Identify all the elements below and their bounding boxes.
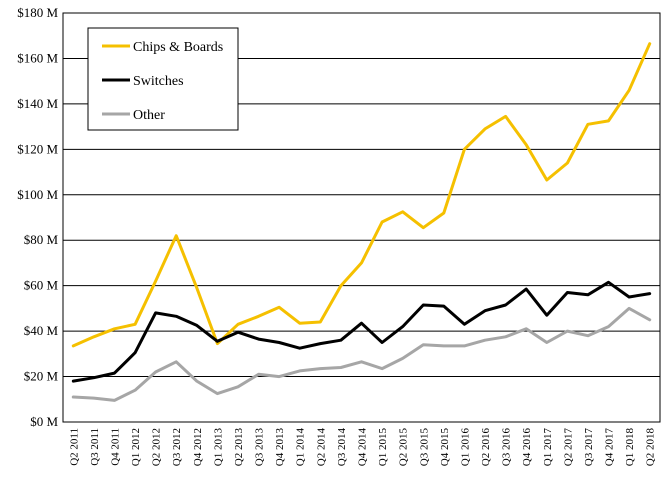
x-axis-tick-labels: Q2 2011 Q3 2011 Q4 2011 Q1 2012 Q2 2012 Q3 20…: [68, 428, 656, 467]
x-tick-label: Q2 2011: [68, 428, 80, 466]
x-tick-label: Q3 2012: [171, 428, 183, 466]
legend: Chips & Boards Switches Other: [87, 27, 239, 131]
series-line-2: [71, 306, 652, 402]
x-tick-label: Q2 2013: [233, 428, 245, 467]
y-tick-label: $40 M: [24, 323, 59, 338]
y-tick-label: $180 M: [17, 5, 58, 20]
x-tick-label: Q1 2016: [459, 428, 471, 467]
x-tick-label: Q1 2017: [542, 428, 554, 467]
legend-label: Chips & Boards: [133, 40, 223, 55]
x-tick-label: Q3 2015: [418, 428, 430, 467]
x-tick-label: Q3 2014: [336, 428, 348, 467]
x-tick-label: Q4 2013: [274, 428, 286, 467]
series-line-1: [71, 280, 652, 383]
y-tick-label: $20 M: [24, 369, 59, 384]
x-tick-label: Q4 2015: [439, 428, 451, 467]
y-tick-label: $80 M: [24, 232, 59, 247]
x-tick-label: Q2 2017: [562, 428, 574, 467]
plot-frame: [62, 12, 661, 423]
y-tick-label: $100 M: [17, 187, 58, 202]
series-lines: [71, 42, 652, 402]
x-tick-label: Q1 2015: [377, 428, 389, 467]
x-tick-label: Q2 2018: [645, 428, 657, 467]
x-tick-label: Q3 2013: [254, 428, 266, 467]
y-tick-label: $0 M: [30, 414, 58, 429]
x-tick-label: Q2 2015: [398, 428, 410, 467]
x-tick-label: Q2 2016: [480, 428, 492, 467]
x-tick-label: Q3 2017: [583, 428, 595, 467]
y-tick-label: $160 M: [17, 50, 58, 65]
x-tick-label: Q2 2012: [151, 428, 163, 466]
y-tick-label: $140 M: [17, 96, 58, 111]
x-tick-label: Q3 2016: [501, 428, 513, 467]
legend-label: Other: [133, 108, 165, 123]
x-tick-label: Q1 2018: [624, 428, 636, 467]
y-tick-label: $60 M: [24, 278, 59, 293]
x-tick-label: Q2 2014: [315, 428, 327, 467]
x-tick-label: Q1 2012: [130, 428, 142, 466]
x-tick-label: Q4 2012: [192, 428, 204, 466]
series-line-0: [71, 42, 652, 348]
x-tick-label: Q4 2016: [521, 428, 533, 467]
x-tick-label: Q3 2011: [89, 428, 101, 466]
x-tick-label: Q4 2011: [109, 428, 121, 466]
x-tick-label: Q1 2013: [212, 428, 224, 467]
x-tick-label: Q1 2014: [295, 428, 307, 467]
x-tick-label: Q4 2014: [357, 428, 369, 467]
legend-label: Switches: [133, 74, 184, 89]
y-tick-label: $120 M: [17, 141, 58, 156]
y-axis-tick-labels: $0 M $20 M $40 M $60 M $80 M $100 M $120 M $140…: [17, 5, 58, 429]
x-tick-label: Q4 2017: [604, 428, 616, 467]
